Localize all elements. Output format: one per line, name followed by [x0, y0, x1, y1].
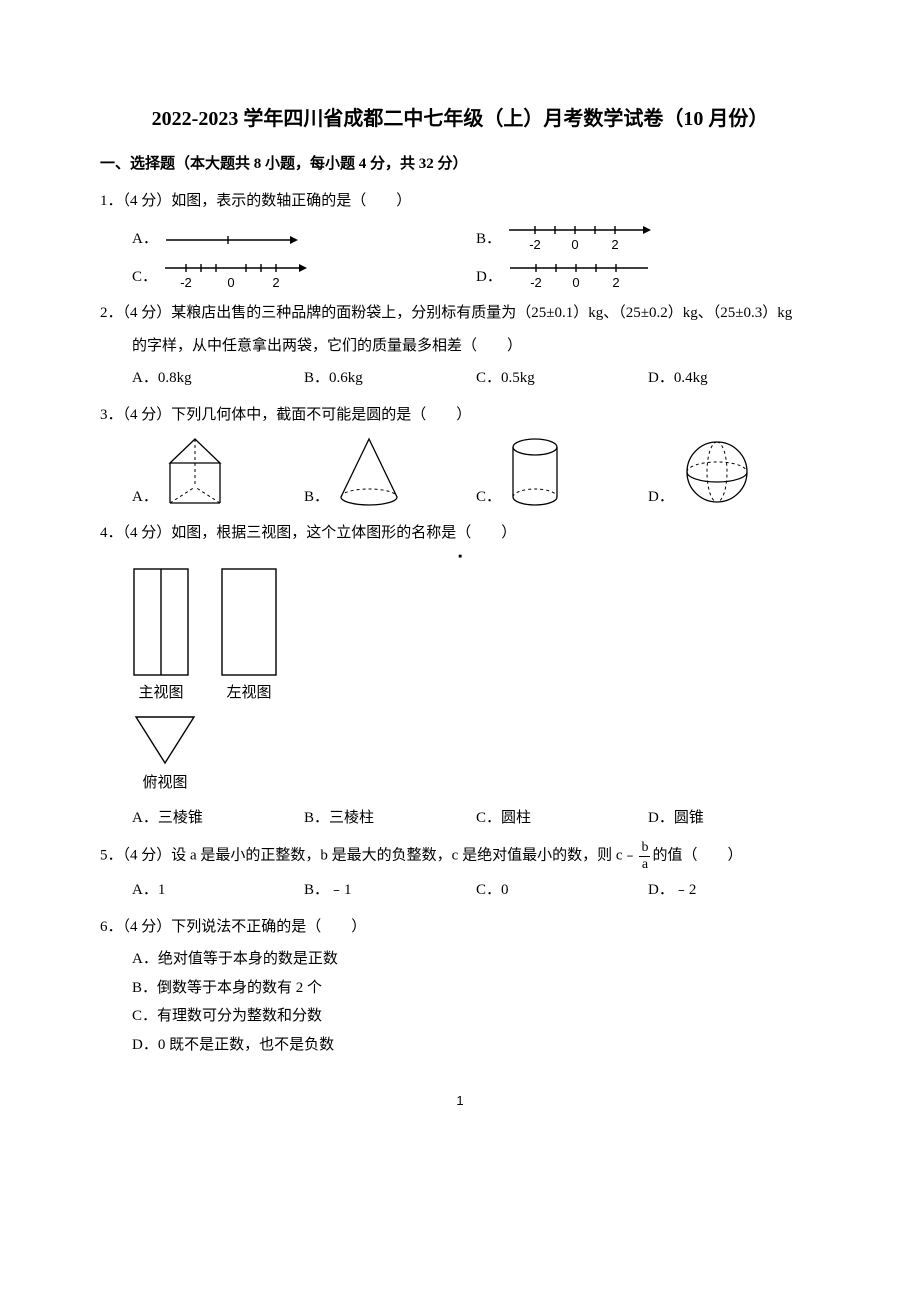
q5-opt-d: D．﹣2	[648, 876, 820, 905]
q3-opt-c: C．	[476, 433, 648, 511]
top-view-icon	[132, 713, 198, 767]
svg-text:0: 0	[572, 275, 579, 290]
left-view-icon	[220, 567, 278, 677]
number-line-a-icon	[162, 227, 302, 253]
section-heading: 一、选择题（本大题共 8 小题，每小题 4 分，共 32 分）	[100, 150, 820, 179]
q6-opt-c: C．有理数可分为整数和分数	[100, 1002, 820, 1031]
q2-stem-line1: 2．（4 分）某粮店出售的三种品牌的面粉袋上，分别标有质量为（25±0.1）kg…	[100, 299, 820, 328]
q6-opt-a: A．绝对值等于本身的数是正数	[100, 945, 820, 974]
q4-opt-b: B．三棱柱	[304, 804, 476, 833]
exam-title: 2022-2023 学年四川省成都二中七年级（上）月考数学试卷（10 月份）	[100, 100, 820, 138]
q6-opt-b: B．倒数等于本身的数有 2 个	[100, 974, 820, 1003]
q2-opt-d: D．0.4kg	[648, 364, 820, 393]
q1-opt-b: B． -2 0 2	[476, 219, 820, 253]
number-line-c-icon: -2 0 2	[161, 257, 311, 291]
q1-opt-c: C． -2 0 2	[132, 257, 476, 291]
q6-opt-d: D．0 既不是正数，也不是负数	[100, 1031, 820, 1060]
question-6: 6．（4 分）下列说法不正确的是（ ） A．绝对值等于本身的数是正数 B．倒数等…	[100, 913, 820, 1060]
q3-opt-a: A．	[132, 433, 304, 511]
svg-text:-2: -2	[530, 275, 542, 290]
question-4: 4．（4 分）如图，根据三视图，这个立体图形的名称是（ ） ■ 主视图 左视图	[100, 519, 820, 832]
question-3: 3．（4 分）下列几何体中，截面不可能是圆的是（ ） A． B．	[100, 401, 820, 512]
q2-opt-c: C．0.5kg	[476, 364, 648, 393]
top-view: 俯视图	[132, 713, 198, 798]
q5-stem: 5．（4 分）设 a 是最小的正整数，b 是最大的负整数，c 是绝对值最小的数，…	[100, 840, 820, 872]
fraction-b-over-a: ba	[639, 840, 650, 872]
q2-opt-b: B．0.6kg	[304, 364, 476, 393]
q1-opt-d: D． -2 0 2	[476, 257, 820, 291]
q4-stem: 4．（4 分）如图，根据三视图，这个立体图形的名称是（ ）	[100, 519, 820, 548]
number-line-d-icon: -2 0 2	[506, 257, 656, 291]
left-view: 左视图	[220, 567, 278, 708]
q3-opt-d: D．	[648, 433, 820, 511]
sphere-icon	[678, 433, 756, 511]
q2-stem-line2: 的字样，从中任意拿出两袋，它们的质量最多相差（ ）	[100, 332, 820, 361]
q4-opt-d: D．圆锥	[648, 804, 820, 833]
q6-stem: 6．（4 分）下列说法不正确的是（ ）	[100, 913, 820, 942]
question-2: 2．（4 分）某粮店出售的三种品牌的面粉袋上，分别标有质量为（25±0.1）kg…	[100, 299, 820, 393]
svg-text:-2: -2	[529, 237, 541, 252]
question-5: 5．（4 分）设 a 是最小的正整数，b 是最大的负整数，c 是绝对值最小的数，…	[100, 840, 820, 904]
svg-text:0: 0	[227, 275, 234, 290]
svg-text:0: 0	[571, 237, 578, 252]
q5-opt-c: C．0	[476, 876, 648, 905]
q1-stem: 1．（4 分）如图，表示的数轴正确的是（ ）	[100, 187, 820, 216]
cone-icon	[333, 433, 405, 511]
front-view-icon	[132, 567, 190, 677]
center-dot-icon: ■	[458, 552, 462, 563]
question-1: 1．（4 分）如图，表示的数轴正确的是（ ） A． B．	[100, 187, 820, 292]
svg-text:2: 2	[611, 237, 618, 252]
svg-text:2: 2	[612, 275, 619, 290]
number-line-b-icon: -2 0 2	[505, 219, 655, 253]
q1-opt-a: A．	[132, 225, 476, 254]
q4-opt-c: C．圆柱	[476, 804, 648, 833]
q5-opt-b: B．﹣1	[304, 876, 476, 905]
prism-icon	[162, 433, 228, 511]
svg-text:-2: -2	[180, 275, 192, 290]
q5-opt-a: A．1	[132, 876, 304, 905]
q2-opt-a: A．0.8kg	[132, 364, 304, 393]
q3-opt-b: B．	[304, 433, 476, 511]
front-view: 主视图	[132, 567, 190, 708]
page-number: 1	[100, 1089, 820, 1114]
svg-text:2: 2	[272, 275, 279, 290]
cylinder-icon	[505, 433, 565, 511]
q4-opt-a: A．三棱锥	[132, 804, 304, 833]
q3-stem: 3．（4 分）下列几何体中，截面不可能是圆的是（ ）	[100, 401, 820, 430]
